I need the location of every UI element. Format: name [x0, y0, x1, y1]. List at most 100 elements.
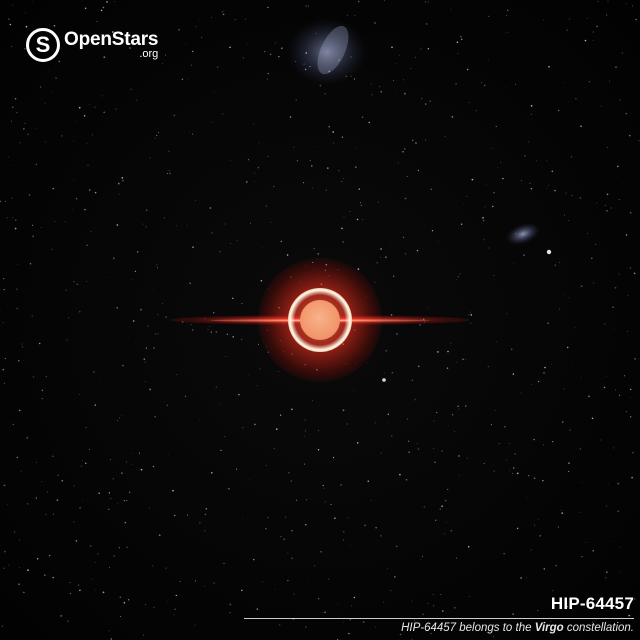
faint-star [493, 636, 495, 638]
faint-star [244, 18, 246, 20]
faint-star [419, 324, 421, 326]
faint-star [512, 472, 514, 474]
faint-star [273, 185, 275, 188]
faint-star [76, 198, 78, 200]
faint-star [216, 66, 219, 68]
faint-star [20, 470, 22, 472]
faint-star [73, 485, 75, 487]
faint-star [32, 375, 35, 378]
constellation-description: HIP-64457 belongs to the Virgo constella… [244, 622, 634, 634]
faint-star [520, 180, 523, 182]
faint-star [100, 9, 103, 12]
faint-star [384, 372, 386, 374]
faint-star [567, 606, 569, 608]
faint-star [154, 333, 156, 335]
faint-star [484, 84, 486, 87]
faint-star [592, 549, 594, 552]
faint-star [615, 389, 616, 391]
faint-star [635, 18, 637, 21]
faint-star [229, 603, 232, 606]
faint-star [248, 374, 250, 376]
faint-star [460, 223, 463, 225]
faint-star [56, 499, 59, 502]
faint-star [543, 568, 546, 570]
faint-star [326, 167, 329, 169]
faint-star [379, 85, 381, 87]
faint-star [67, 620, 69, 622]
faint-star [31, 315, 33, 317]
faint-star [143, 634, 145, 636]
faint-star [606, 571, 608, 573]
faint-star [347, 517, 349, 519]
faint-star [144, 361, 146, 363]
faint-star [2, 322, 4, 324]
bright-star-below-sun [382, 378, 386, 382]
faint-star [324, 92, 326, 95]
faint-star [563, 294, 564, 296]
faint-star [12, 217, 13, 218]
faint-star [342, 241, 344, 243]
faint-star [555, 564, 557, 567]
faint-star [432, 594, 434, 596]
faint-star [247, 159, 249, 161]
faint-star [568, 470, 570, 473]
faint-star [235, 468, 238, 470]
faint-star [529, 629, 532, 631]
faint-star [557, 526, 559, 528]
faint-star [1, 625, 4, 627]
faint-star [154, 416, 156, 418]
faint-star [561, 509, 562, 511]
faint-star [605, 577, 607, 579]
constellation-name: Virgo [534, 622, 564, 634]
faint-star [296, 160, 299, 162]
faint-star [620, 546, 621, 548]
faint-star [191, 133, 194, 135]
faint-star [581, 555, 583, 558]
faint-star [36, 558, 39, 560]
faint-star [307, 579, 309, 581]
faint-star [83, 115, 86, 117]
faint-star [291, 538, 293, 540]
faint-star [267, 6, 269, 9]
faint-star [8, 564, 10, 566]
faint-star [406, 175, 408, 177]
faint-star [500, 161, 502, 163]
faint-star [232, 336, 234, 338]
faint-star [605, 204, 606, 206]
faint-star [483, 462, 485, 464]
faint-star [23, 591, 25, 594]
faint-star [119, 417, 120, 419]
faint-star [181, 78, 184, 81]
faint-star [596, 202, 598, 204]
faint-star [403, 148, 406, 150]
faint-star [224, 436, 226, 437]
faint-star [318, 405, 320, 406]
openstars-logo[interactable]: S OpenStars .org [26, 28, 158, 62]
faint-star [580, 285, 583, 288]
faint-star [575, 98, 577, 100]
faint-star [99, 382, 100, 384]
faint-star [454, 607, 456, 609]
faint-star [147, 325, 149, 327]
faint-star [49, 554, 51, 557]
faint-star [422, 613, 424, 616]
large-magellanic-cloud [287, 18, 367, 86]
faint-star [404, 92, 406, 95]
faint-star [87, 164, 89, 167]
faint-star [89, 545, 92, 547]
faint-star [14, 98, 17, 100]
faint-star [188, 638, 189, 640]
faint-star [290, 480, 292, 482]
faint-star [393, 275, 395, 277]
faint-star [313, 146, 315, 147]
faint-star [26, 436, 29, 439]
faint-star [131, 453, 133, 454]
faint-star [175, 594, 177, 597]
faint-star [178, 29, 180, 31]
faint-star [105, 34, 107, 36]
faint-star [19, 539, 21, 541]
faint-star [229, 46, 231, 49]
faint-star [109, 566, 110, 568]
faint-star [427, 602, 429, 604]
faint-star [629, 388, 632, 391]
